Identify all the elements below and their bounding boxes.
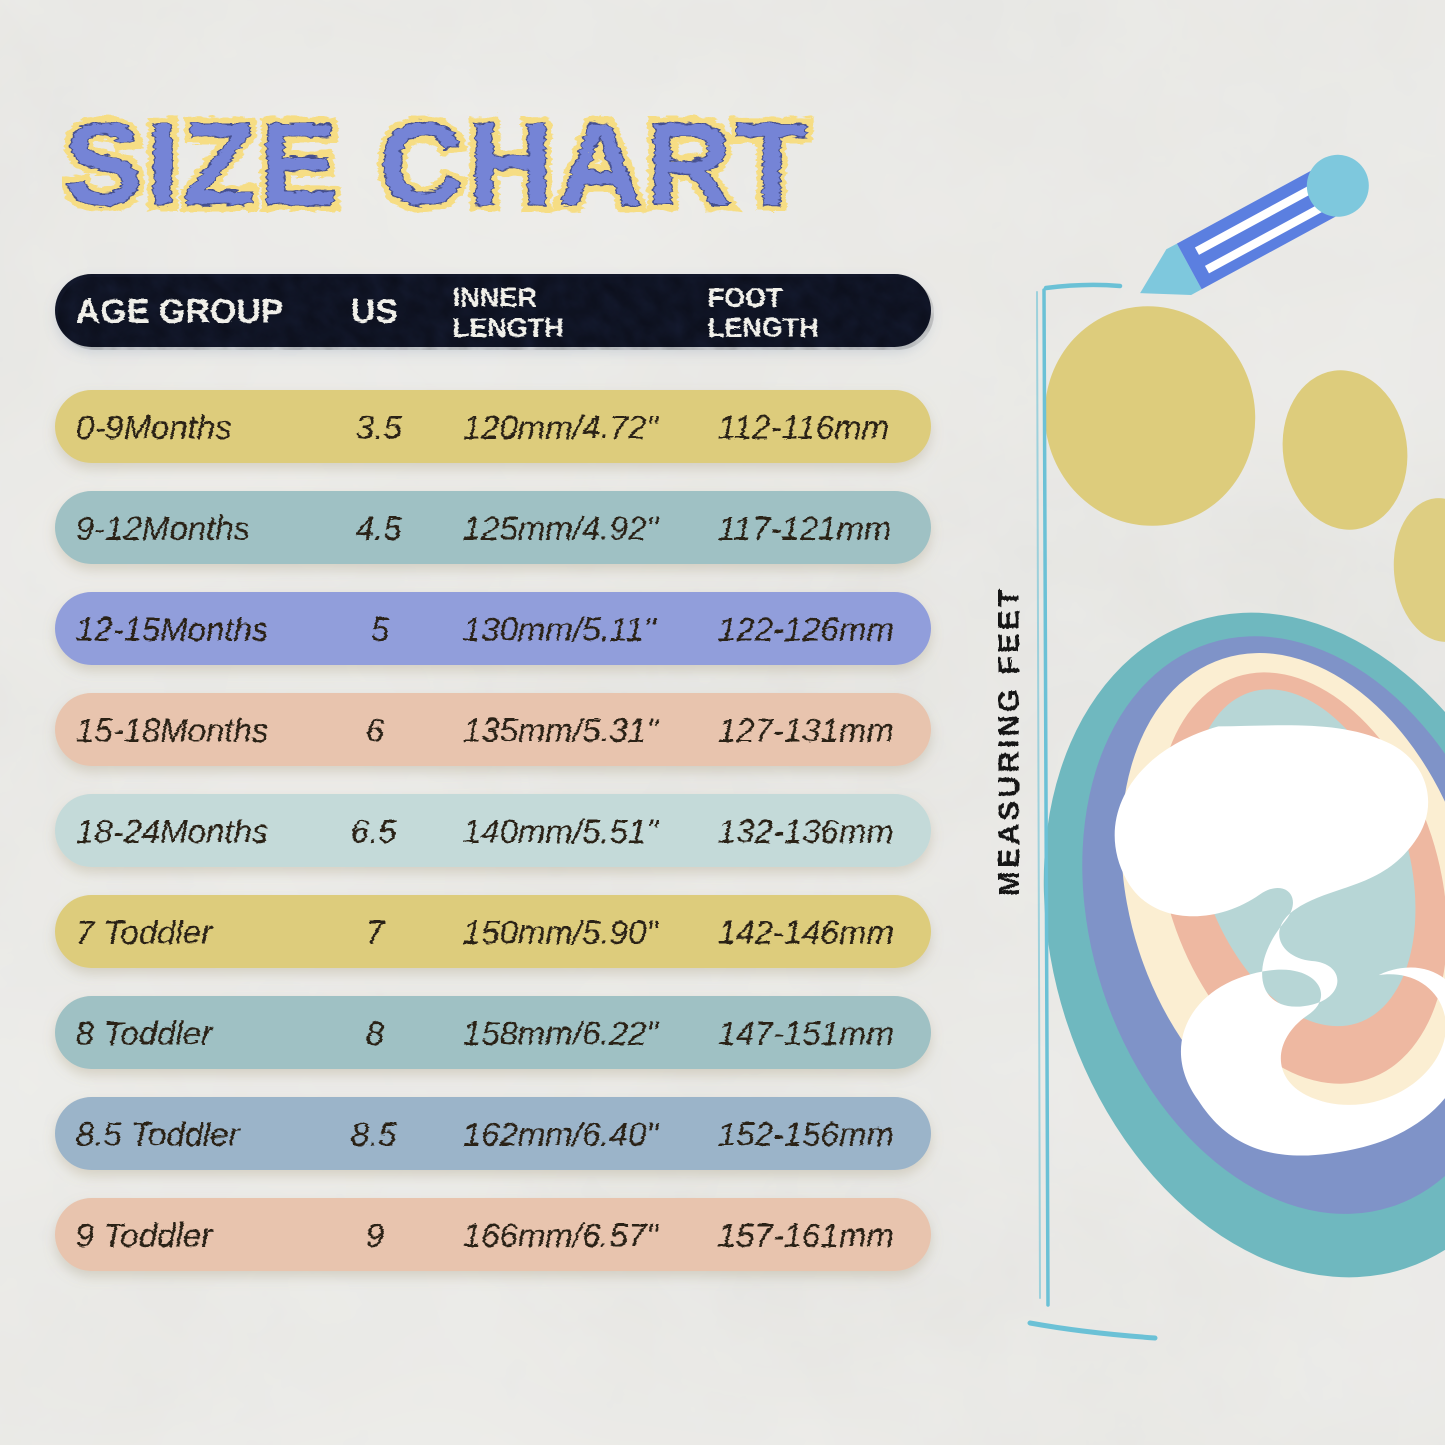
svg-text:US: US xyxy=(350,292,397,330)
svg-text:12-15Months: 12-15Months xyxy=(75,610,268,647)
svg-text:5: 5 xyxy=(370,610,389,647)
svg-text:6.5: 6.5 xyxy=(350,812,397,849)
svg-text:130mm/5.11": 130mm/5.11" xyxy=(462,610,656,647)
svg-text:132-136mm: 132-136mm xyxy=(717,812,893,849)
svg-text:157-161mm: 157-161mm xyxy=(717,1216,893,1253)
svg-text:INNER: INNER xyxy=(452,282,536,312)
svg-text:9 Toddler: 9 Toddler xyxy=(75,1216,213,1253)
svg-text:122-126mm: 122-126mm xyxy=(717,610,893,647)
svg-text:18-24Months: 18-24Months xyxy=(75,812,268,849)
svg-text:FOOT: FOOT xyxy=(707,282,782,312)
svg-text:158mm/6.22": 158mm/6.22" xyxy=(462,1014,658,1051)
svg-text:7 Toddler: 7 Toddler xyxy=(75,913,213,950)
svg-text:8.5 Toddler: 8.5 Toddler xyxy=(75,1115,241,1152)
svg-text:LENGTH: LENGTH xyxy=(452,312,563,342)
svg-text:6: 6 xyxy=(365,711,384,748)
svg-text:150mm/5.90": 150mm/5.90" xyxy=(462,913,658,950)
svg-text:147-151mm: 147-151mm xyxy=(717,1014,893,1051)
svg-text:166mm/6.57": 166mm/6.57" xyxy=(462,1216,658,1253)
svg-text:125mm/4.92": 125mm/4.92" xyxy=(462,509,658,546)
svg-text:135mm/5.31": 135mm/5.31" xyxy=(462,711,658,748)
svg-text:4.5: 4.5 xyxy=(355,509,402,546)
svg-text:9: 9 xyxy=(365,1216,383,1253)
svg-text:MEASURING FEET: MEASURING FEET xyxy=(992,587,1025,897)
svg-text:0-9Months: 0-9Months xyxy=(75,408,231,445)
svg-text:9-12Months: 9-12Months xyxy=(75,509,249,546)
svg-text:142-146mm: 142-146mm xyxy=(717,913,893,950)
svg-text:117-121mm: 117-121mm xyxy=(717,509,891,546)
svg-text:162mm/6.40": 162mm/6.40" xyxy=(462,1115,658,1152)
svg-text:AGE GROUP: AGE GROUP xyxy=(75,292,283,330)
svg-text:SIZE CHART: SIZE CHART xyxy=(62,97,810,229)
svg-text:112-116mm: 112-116mm xyxy=(717,408,888,445)
svg-text:152-156mm: 152-156mm xyxy=(717,1115,893,1152)
svg-text:8: 8 xyxy=(365,1014,384,1051)
svg-text:8 Toddler: 8 Toddler xyxy=(75,1014,213,1051)
svg-text:15-18Months: 15-18Months xyxy=(75,711,268,748)
svg-text:140mm/5.51": 140mm/5.51" xyxy=(462,812,658,849)
svg-text:127-131mm: 127-131mm xyxy=(717,711,893,748)
svg-text:7: 7 xyxy=(365,913,385,950)
svg-text:8.5: 8.5 xyxy=(350,1115,397,1152)
svg-text:3.5: 3.5 xyxy=(355,408,402,445)
svg-text:120mm/4.72": 120mm/4.72" xyxy=(462,408,658,445)
svg-text:LENGTH: LENGTH xyxy=(707,312,818,342)
